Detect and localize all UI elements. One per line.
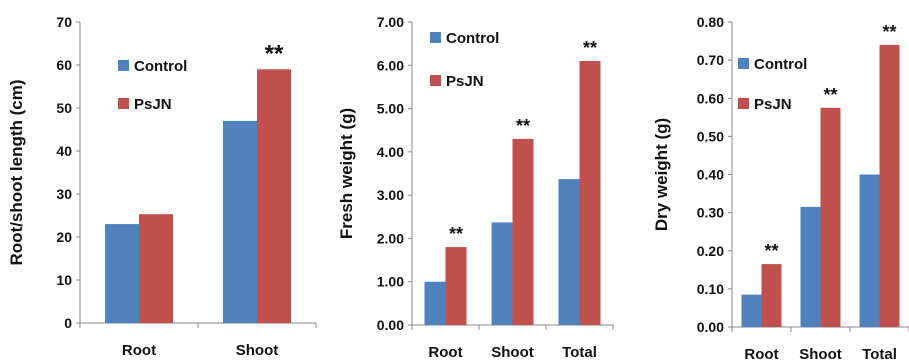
y-tick-label: 0 <box>64 315 72 331</box>
bar-control-shoot <box>491 222 513 325</box>
legend: Control PsJN <box>118 58 187 113</box>
y-tick-label: 1.00 <box>377 274 404 290</box>
chart-1: 0 10 20 30 40 50 60 70 Root/shoot length (cm) Roo… <box>7 14 317 359</box>
legend: Control PsJN <box>738 56 807 113</box>
legend-label-control: Control <box>754 56 807 73</box>
y-axis-label: Fresh weight (g) <box>337 108 356 239</box>
bar-psjn-shoot <box>512 138 534 325</box>
bar-psjn-root <box>445 247 467 325</box>
bar-control-root <box>424 281 446 325</box>
x-category-label: Total <box>862 346 897 363</box>
legend-label-control: Control <box>134 58 187 75</box>
legend-swatch-psjn <box>118 98 129 109</box>
legend-label-psjn: PsJN <box>754 96 792 113</box>
bar-psjn-total <box>879 44 900 327</box>
legend-swatch-control <box>430 32 441 43</box>
y-tick-label: 50 <box>56 100 72 116</box>
bar-control-total <box>558 179 580 325</box>
y-tick-label: 7.00 <box>377 14 404 30</box>
bar-control-total <box>859 174 880 327</box>
y-tick-label: 2.00 <box>377 230 404 246</box>
bar-psjn-shoot <box>820 107 841 327</box>
x-category-label: Shoot <box>236 342 279 359</box>
significance-marker: ** <box>823 85 837 105</box>
x-category-label: Total <box>562 344 597 361</box>
y-tick-label: 0.70 <box>697 52 724 68</box>
y-tick-label: 3.00 <box>377 187 404 203</box>
legend-label-psjn: PsJN <box>446 73 484 90</box>
bar-control-root <box>105 224 139 323</box>
significance-marker: ** <box>882 22 896 42</box>
y-tick-label: 0.30 <box>697 205 724 221</box>
x-category-label: Root <box>122 342 156 359</box>
y-tick-label: 20 <box>56 229 72 245</box>
bar-control-root <box>741 294 762 327</box>
x-category-label: Shoot <box>491 344 534 361</box>
significance-marker: ** <box>764 241 778 261</box>
y-tick-label: 0.20 <box>697 243 724 259</box>
bar-control-shoot <box>223 120 257 324</box>
significance-marker: ** <box>449 224 463 244</box>
significance-marker: ** <box>516 116 530 136</box>
y-tick-label: 0.50 <box>697 128 724 144</box>
bar-psjn-root <box>139 214 173 323</box>
bar-psjn-shoot <box>257 69 291 323</box>
y-tick-label: 0.10 <box>697 281 724 297</box>
y-tick-label: 30 <box>56 186 72 202</box>
y-tick-label: 60 <box>56 57 72 73</box>
y-tick-label: 0.60 <box>697 90 724 106</box>
y-tick-label: 70 <box>56 14 72 30</box>
y-axis-label: Dry weight (g) <box>652 118 671 231</box>
y-tick-label: 0.80 <box>697 14 724 30</box>
chart-3: 0.00 0.10 0.20 0.30 0.40 0.50 0.60 0.70 0.80 Dry … <box>652 14 909 363</box>
y-tick-label: 5.00 <box>377 101 404 117</box>
bar-psjn-total <box>579 60 601 325</box>
legend-label-psjn: PsJN <box>134 96 172 113</box>
legend: Control PsJN <box>430 30 499 90</box>
legend-swatch-control <box>118 60 129 71</box>
y-tick-label: 0.40 <box>697 167 724 183</box>
legend-swatch-psjn <box>430 75 441 86</box>
y-tick-label: 0.00 <box>697 319 724 335</box>
y-tick-label: 40 <box>56 143 72 159</box>
legend-label-control: Control <box>446 30 499 47</box>
y-tick-label: 10 <box>56 272 72 288</box>
chart-2: 0.00 1.00 2.00 3.00 4.00 5.00 6.00 7.00 Fresh we… <box>337 14 614 361</box>
legend-swatch-control <box>738 58 749 69</box>
significance-marker: ** <box>583 38 597 58</box>
y-axis-label: Root/shoot length (cm) <box>7 79 26 265</box>
x-category-label: Root <box>428 344 462 361</box>
bar-control-shoot <box>800 206 821 327</box>
x-category-label: Shoot <box>799 346 842 363</box>
x-category-label: Root <box>744 346 778 363</box>
significance-marker: ** <box>265 40 284 67</box>
bar-psjn-root <box>761 264 782 327</box>
y-tick-label: 4.00 <box>377 144 404 160</box>
legend-swatch-psjn <box>738 98 749 109</box>
y-tick-label: 0.00 <box>377 317 404 333</box>
y-tick-label: 6.00 <box>377 57 404 73</box>
